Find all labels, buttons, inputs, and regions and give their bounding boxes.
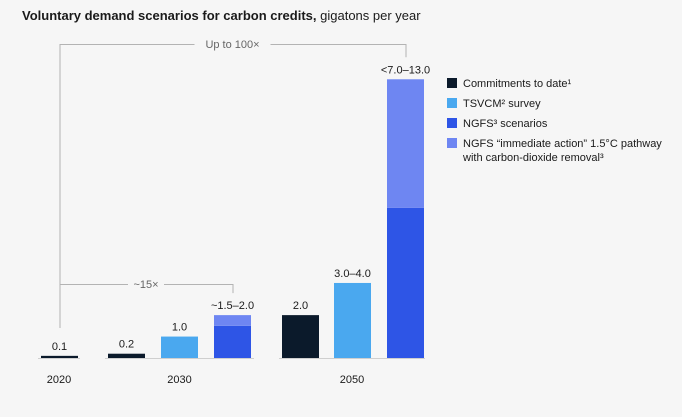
chart-title-unit: gigatons per year <box>317 8 422 23</box>
value-labels: 0.1 0.2 1.0 ~1.5–2.0 2.0 3.0–4.0 <7.0–13.0 <box>52 64 430 353</box>
value-label-2030-commitments: 0.2 <box>119 339 134 351</box>
year-label-2020: 2020 <box>47 374 71 386</box>
bar-2050-ngfs <box>387 207 424 358</box>
value-label-2030-tsvcm: 1.0 <box>172 322 187 334</box>
bar-2030-commitments <box>108 353 145 358</box>
bars <box>41 79 424 358</box>
legend-swatch-commitments <box>447 78 457 88</box>
value-label-2050-ngfs: <7.0–13.0 <box>381 64 430 76</box>
bar-2050-commitments <box>282 315 319 358</box>
value-label-2050-commitments: 2.0 <box>293 300 308 312</box>
value-label-2020-commitments: 0.1 <box>52 341 67 353</box>
chart-title: Voluntary demand scenarios for carbon cr… <box>22 8 421 23</box>
bar-2030-ngfs_immediate <box>214 315 251 326</box>
bar-2050-tsvcm <box>334 282 371 358</box>
legend-label-commitments: Commitments to date¹ <box>463 78 572 90</box>
legend: Commitments to date¹ TSVCM² survey NGFS³ s… <box>447 78 662 164</box>
legend-label-ngfs_immediate-line2: with carbon-dioxide removal³ <box>462 152 604 164</box>
bracket-label-1: Up to 100× <box>205 39 259 51</box>
year-labels: 2020 2030 2050 <box>47 374 364 386</box>
chart-title-main: Voluntary demand scenarios for carbon cr… <box>22 8 317 23</box>
bar-2020-commitments <box>41 355 78 358</box>
legend-swatch-ngfs <box>447 118 457 128</box>
bar-2050-ngfs_immediate <box>387 79 424 208</box>
legend-label-tsvcm: TSVCM² survey <box>463 98 541 110</box>
legend-swatch-tsvcm <box>447 98 457 108</box>
bar-2030-tsvcm <box>161 336 198 358</box>
legend-label-ngfs: NGFS³ scenarios <box>463 118 548 130</box>
year-label-2050: 2050 <box>340 374 364 386</box>
legend-swatch-ngfs_immediate <box>447 138 457 148</box>
value-label-2030-ngfs: ~1.5–2.0 <box>211 300 254 312</box>
value-label-2050-tsvcm: 3.0–4.0 <box>334 268 371 280</box>
year-label-2030: 2030 <box>167 374 191 386</box>
legend-label-ngfs_immediate: NGFS “immediate action” 1.5°C pathway <box>463 138 662 150</box>
bracket-label-0: ~15× <box>133 279 158 291</box>
bar-2030-ngfs <box>214 325 251 358</box>
annotation-brackets: ~15× Up to 100× <box>59 39 407 328</box>
